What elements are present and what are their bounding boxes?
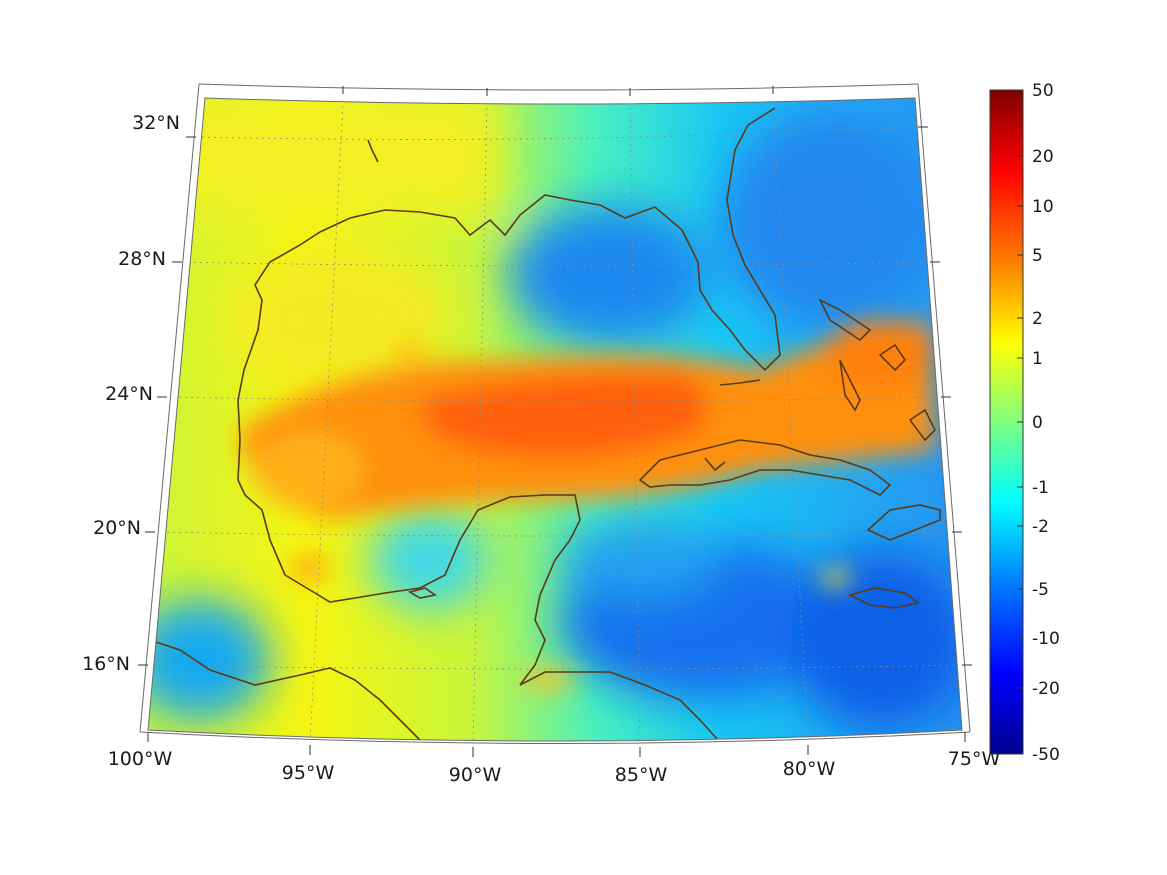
colorbar-tick-5: 5 — [1032, 246, 1043, 266]
lat-label-28: 28°N — [118, 248, 166, 270]
lat-label-24: 24°N — [105, 383, 153, 405]
lon-label-90: 90°W — [449, 764, 502, 786]
colorbar-tick-neg5: -5 — [1032, 580, 1049, 600]
colorbar-tick-neg2: -2 — [1032, 517, 1049, 537]
lon-label-75: 75°W — [948, 748, 1001, 770]
colorbar-tick-50: 50 — [1032, 81, 1054, 101]
latitude-labels: 32°N 28°N 24°N 20°N 16°N — [82, 112, 180, 675]
axis-ticks — [138, 86, 972, 757]
colorbar-tick-20: 20 — [1032, 147, 1054, 167]
lat-label-20: 20°N — [93, 517, 141, 539]
graticule — [148, 99, 962, 741]
colorbar: 50 20 10 5 2 1 0 -1 -2 -5 -10 -20 -50 — [989, 81, 1060, 765]
lat-label-32: 32°N — [132, 112, 180, 134]
colorbar-tick-1: 1 — [1032, 349, 1043, 369]
colorbar-tick-neg10: -10 — [1032, 629, 1060, 649]
colorbar-tick-0: 0 — [1032, 413, 1043, 433]
lon-label-85: 85°W — [615, 764, 668, 786]
lon-label-80: 80°W — [783, 758, 836, 780]
coastlines — [149, 107, 941, 741]
map-frame — [139, 83, 971, 744]
data-field — [148, 98, 962, 741]
colorbar-tick-neg20: -20 — [1032, 679, 1060, 699]
colorbar-tick-10: 10 — [1032, 197, 1054, 217]
colorbar-tick-2: 2 — [1032, 309, 1043, 329]
longitude-labels: 100°W 95°W 90°W 85°W 80°W 75°W — [108, 748, 1001, 786]
colorbar-tick-neg50: -50 — [1032, 745, 1060, 765]
lon-label-95: 95°W — [282, 762, 335, 784]
lat-label-16: 16°N — [82, 653, 130, 675]
colorbar-tick-neg1: -1 — [1032, 478, 1049, 498]
lon-label-100: 100°W — [108, 748, 173, 770]
